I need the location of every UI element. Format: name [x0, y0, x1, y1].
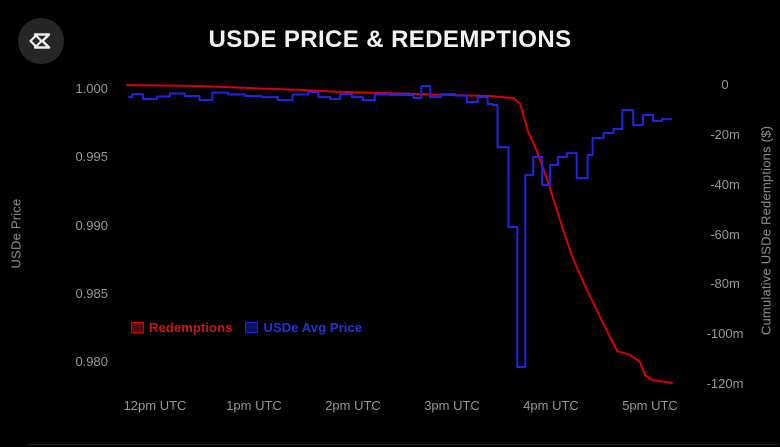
bottom-divider — [28, 444, 778, 445]
x-axis-minor-tick — [371, 407, 373, 410]
y-left-tick-label: 0.985 — [75, 285, 108, 301]
x-tick-label: 4pm UTC — [523, 398, 579, 413]
x-axis-minor-tick — [632, 407, 634, 410]
x-axis-minor-tick — [236, 407, 238, 410]
y-left-tick-label: 1.000 — [75, 81, 108, 96]
x-axis-minor-tick — [173, 407, 175, 410]
y-right-tick-label: -120m — [706, 376, 744, 391]
x-axis-minor-tick — [137, 407, 139, 410]
usde-avg-price-legend-label: USDe Avg Price — [263, 320, 363, 335]
y-right-tick-label: 0 — [721, 77, 729, 92]
legend-item-usde-avg-price[interactable]: USDe Avg Price — [245, 320, 362, 335]
ethena-sigma-logo-icon — [26, 26, 56, 56]
x-axis-minor-tick — [668, 407, 670, 410]
redemptions-legend-label: Redemptions — [149, 320, 233, 335]
x-tick-label: 12pm UTC — [123, 398, 187, 413]
x-axis-minor-tick — [434, 407, 436, 410]
usde-avg-price-legend-swatch — [245, 322, 259, 333]
y-right-tick-label: -100m — [706, 326, 744, 342]
x-axis-minor-tick — [569, 407, 571, 410]
chart-legend: Redemptions USDe Avg Price — [131, 320, 362, 335]
y-right-tick-label: -40m — [710, 176, 740, 192]
x-axis-minor-tick — [335, 407, 337, 410]
x-tick-label: 1pm UTC — [226, 398, 282, 413]
x-tick-label: 2pm UTC — [325, 398, 381, 413]
ethena-logo-button[interactable] — [18, 18, 64, 64]
x-axis-minor-tick — [533, 407, 535, 410]
redemptions-legend-swatch — [131, 322, 144, 333]
page-title: USDE PRICE & REDEMPTIONS — [208, 26, 572, 53]
legend-item-redemptions[interactable]: Redemptions — [131, 320, 232, 335]
y-right-tick-label: -80m — [710, 276, 740, 292]
y-left-tick-label: 0.995 — [75, 149, 108, 165]
y-right-tick-label: -20m — [710, 126, 740, 142]
usde-avg-price-line — [128, 85, 672, 368]
redemptions-line — [126, 84, 673, 384]
y-right-tick-label: -60m — [710, 226, 740, 242]
x-tick-label: 5pm UTC — [622, 398, 678, 413]
x-axis-minor-tick — [272, 407, 274, 410]
x-axis-minor-tick — [470, 407, 472, 410]
y-left-tick-label: 0.980 — [75, 354, 108, 370]
x-tick-label: 3pm UTC — [424, 398, 480, 413]
y-left-tick-label: 0.990 — [75, 217, 108, 233]
